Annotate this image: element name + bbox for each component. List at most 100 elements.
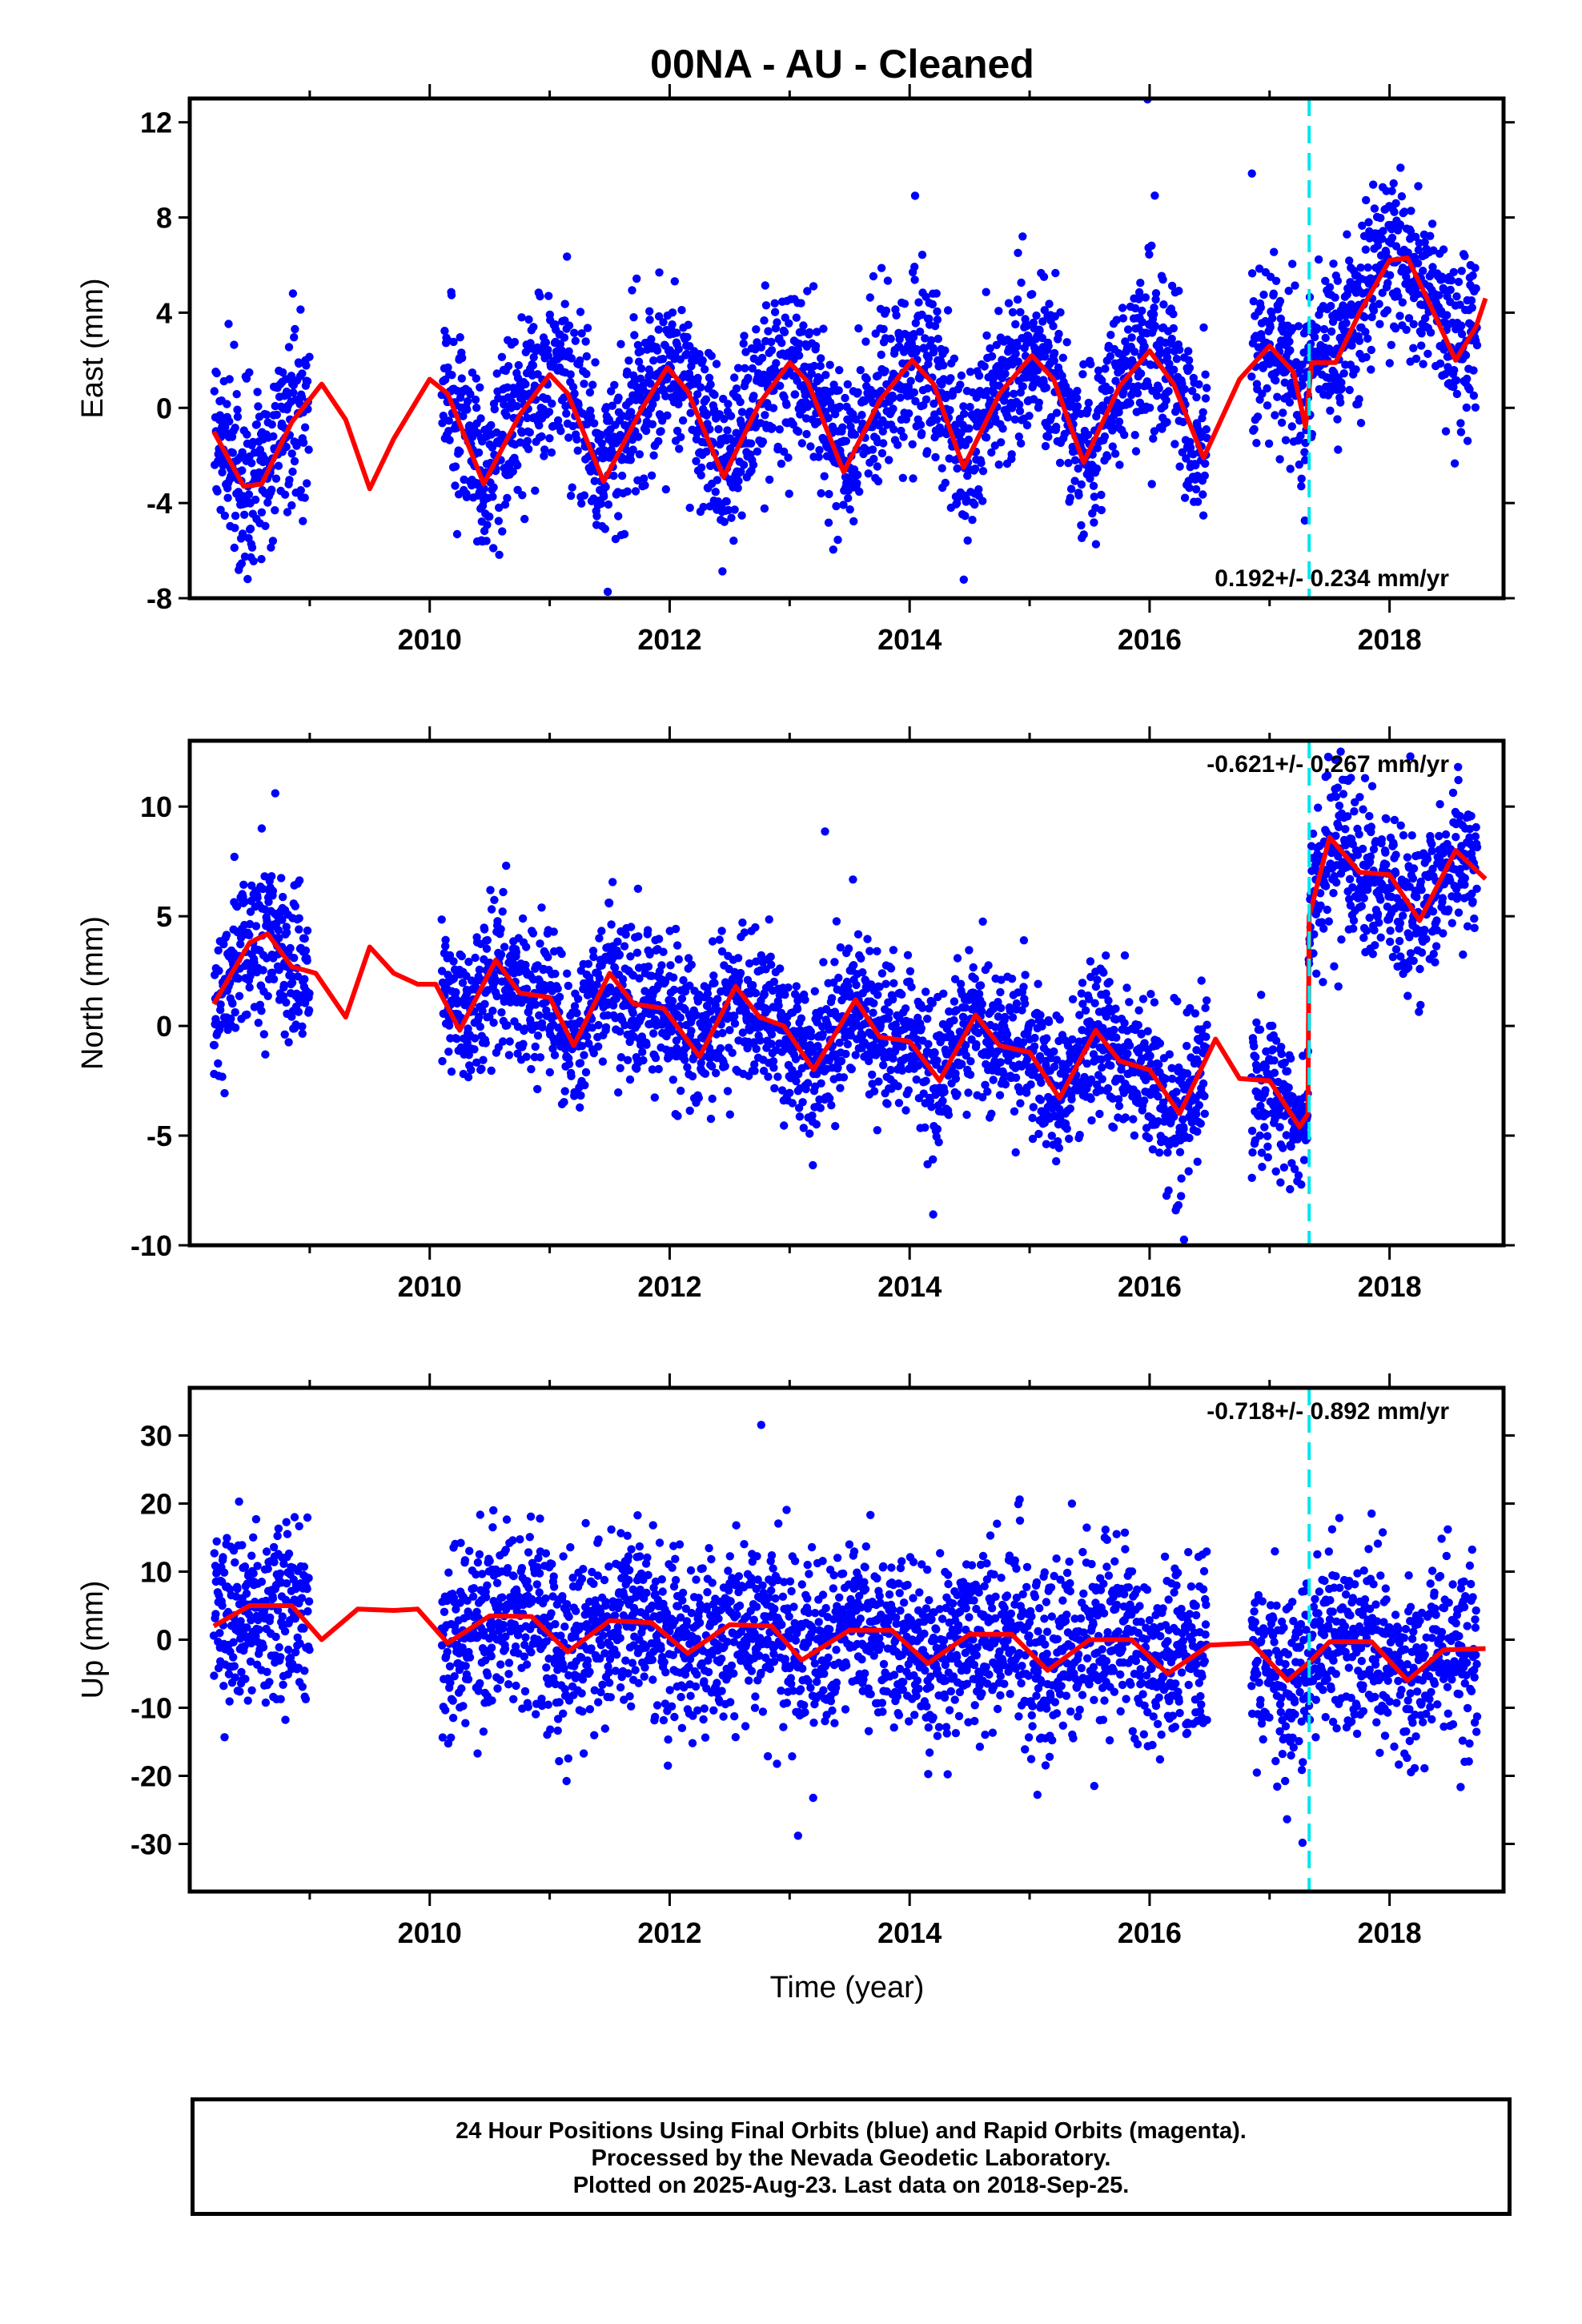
data-point	[533, 370, 542, 379]
data-point	[303, 376, 312, 386]
data-point	[486, 886, 495, 895]
data-point	[608, 401, 616, 410]
data-point	[712, 1068, 721, 1078]
data-point	[1287, 422, 1297, 431]
data-point	[1456, 300, 1464, 309]
data-point	[895, 335, 904, 344]
data-point	[533, 1031, 543, 1040]
data-point	[249, 557, 258, 565]
data-point	[886, 1065, 895, 1075]
data-point	[616, 340, 625, 348]
data-point	[851, 1051, 860, 1059]
data-point	[669, 1076, 677, 1084]
data-point	[474, 448, 484, 457]
data-point	[873, 1126, 882, 1135]
data-point	[697, 463, 706, 472]
data-point	[491, 975, 500, 984]
data-point	[835, 366, 844, 375]
data-point	[304, 445, 313, 454]
data-point	[648, 420, 657, 428]
data-point	[737, 467, 745, 476]
data-point	[898, 473, 908, 482]
data-point	[1180, 493, 1190, 502]
data-point	[995, 1091, 1005, 1100]
data-point	[888, 393, 897, 403]
data-point	[581, 1068, 591, 1077]
data-point	[584, 959, 593, 968]
data-point	[245, 919, 255, 929]
data-point	[228, 999, 237, 1008]
data-point	[638, 1047, 647, 1056]
data-point	[769, 1063, 778, 1072]
data-point	[1169, 324, 1178, 333]
data-point	[604, 416, 614, 425]
data-point	[1379, 227, 1387, 235]
data-point	[572, 435, 581, 444]
data-point	[730, 373, 739, 382]
data-point	[790, 390, 800, 399]
data-point	[923, 1160, 932, 1169]
data-point	[1012, 999, 1022, 1008]
data-point	[275, 934, 283, 943]
data-point	[650, 1093, 659, 1102]
data-point	[1335, 312, 1344, 322]
data-point	[970, 500, 979, 509]
y-axis-label: East (mm)	[76, 278, 110, 418]
data-point	[717, 927, 726, 935]
data-point	[654, 325, 663, 334]
data-point	[962, 1051, 970, 1060]
data-point	[1100, 432, 1110, 441]
data-point	[923, 1015, 932, 1023]
data-point	[793, 1004, 802, 1014]
data-point	[1145, 250, 1154, 259]
data-point	[990, 1004, 998, 1013]
data-point	[966, 403, 974, 412]
data-point	[921, 1076, 930, 1085]
data-point	[921, 987, 930, 996]
data-point	[1035, 326, 1044, 335]
data-point	[844, 982, 853, 991]
data-point	[667, 1023, 677, 1033]
data-point	[1413, 259, 1423, 267]
data-point	[989, 1076, 998, 1084]
data-point	[807, 369, 816, 378]
data-point	[914, 298, 923, 307]
data-point	[518, 491, 527, 500]
data-point	[921, 1123, 930, 1132]
data-point	[1185, 364, 1195, 372]
data-point	[1034, 398, 1044, 407]
x-tick-label: 2010	[398, 623, 462, 656]
data-point	[626, 952, 635, 961]
data-point	[1411, 354, 1421, 364]
data-point	[1199, 511, 1208, 520]
data-point	[544, 352, 552, 360]
data-point	[210, 1040, 219, 1050]
data-point	[738, 918, 747, 927]
data-point	[930, 399, 938, 408]
data-point	[805, 1129, 814, 1138]
data-point	[1103, 452, 1112, 461]
data-point	[630, 331, 639, 340]
data-point	[537, 432, 546, 441]
data-point	[962, 495, 971, 504]
data-point	[215, 967, 223, 975]
data-point	[699, 502, 708, 512]
data-point	[715, 935, 724, 944]
data-point	[874, 1077, 883, 1086]
data-point	[1127, 333, 1136, 342]
data-point	[1169, 310, 1178, 319]
data-point	[1107, 418, 1116, 427]
data-point	[476, 1022, 484, 1031]
data-point	[477, 1064, 486, 1073]
data-point	[572, 1008, 581, 1018]
data-point	[795, 340, 804, 348]
data-point	[694, 1093, 703, 1103]
data-point	[1256, 303, 1266, 312]
data-point	[889, 946, 898, 955]
data-point	[1356, 263, 1365, 272]
data-point	[1018, 1038, 1028, 1047]
data-point	[751, 988, 761, 998]
data-point	[799, 1124, 808, 1132]
data-point	[275, 965, 283, 975]
data-point	[468, 368, 477, 377]
